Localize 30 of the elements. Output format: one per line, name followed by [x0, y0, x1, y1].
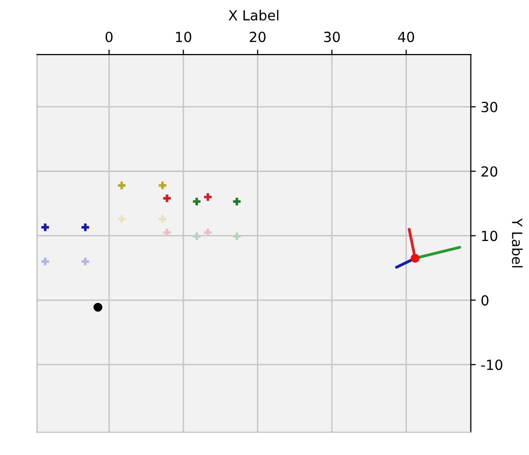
x-tick-label: 40 — [398, 32, 414, 42]
point — [118, 182, 126, 190]
y-tick-label: 20 — [482, 166, 498, 177]
y-tick-label: -10 — [481, 360, 502, 370]
x-tick-label: 10 — [176, 32, 192, 42]
point — [204, 193, 212, 201]
point — [163, 228, 171, 236]
point — [41, 258, 50, 266]
point — [410, 254, 420, 263]
x-tick-label: 20 — [250, 32, 266, 42]
x-tick-label: 0 — [106, 32, 113, 42]
point — [82, 224, 90, 232]
y-tick-label: 30 — [482, 102, 498, 112]
y-axis-title: Y Label — [512, 218, 523, 268]
x-axis-title: X Label — [228, 10, 278, 21]
point — [118, 215, 126, 223]
point — [158, 182, 166, 190]
point — [163, 194, 171, 202]
point — [94, 302, 102, 312]
point — [158, 215, 166, 223]
point — [192, 232, 201, 240]
y-tick-label: 10 — [482, 230, 498, 242]
x-tick-label: 30 — [324, 32, 340, 42]
point — [41, 224, 50, 232]
point — [192, 198, 201, 206]
point — [204, 228, 212, 236]
point — [82, 258, 90, 266]
point — [233, 198, 241, 206]
y-tick-label: 0 — [481, 295, 488, 306]
point — [233, 232, 241, 240]
